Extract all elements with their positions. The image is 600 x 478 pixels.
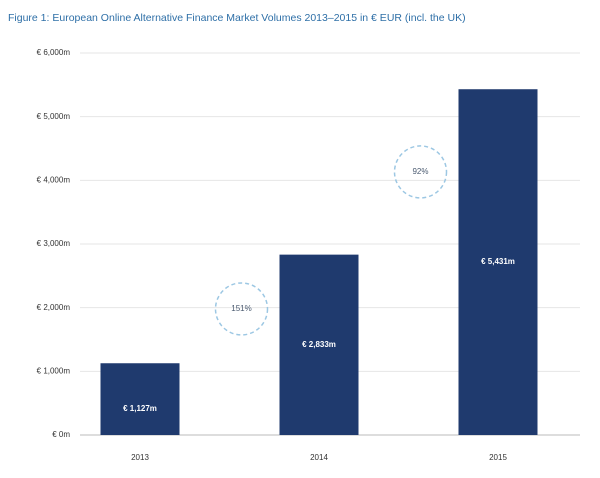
x-tick-label: 2015 [489, 453, 507, 462]
value-label: € 2,833m [302, 340, 336, 349]
value-label: € 5,431m [481, 257, 515, 266]
y-tick-label: € 4,000m [37, 175, 71, 184]
bar [100, 363, 180, 435]
y-tick-label: € 5,000m [37, 112, 71, 121]
annotation: 92% [412, 167, 428, 176]
y-tick-label: € 1,000m [37, 366, 71, 375]
annotation-circle [214, 282, 269, 336]
annotation-circle [393, 145, 448, 199]
x-tick-label: 2013 [131, 453, 149, 462]
y-tick-label: € 0m [52, 430, 70, 439]
chart-title: Figure 1: European Online Alternative Fi… [8, 12, 466, 24]
y-tick-label: € 6,000m [37, 48, 71, 57]
bar [279, 254, 359, 435]
annotation: 151% [231, 304, 251, 313]
y-tick-label: € 2,000m [37, 303, 71, 312]
y-tick-label: € 3,000m [37, 239, 71, 248]
x-tick-label: 2014 [310, 453, 328, 462]
bar [458, 89, 538, 436]
value-label: € 1,127m [123, 404, 157, 413]
